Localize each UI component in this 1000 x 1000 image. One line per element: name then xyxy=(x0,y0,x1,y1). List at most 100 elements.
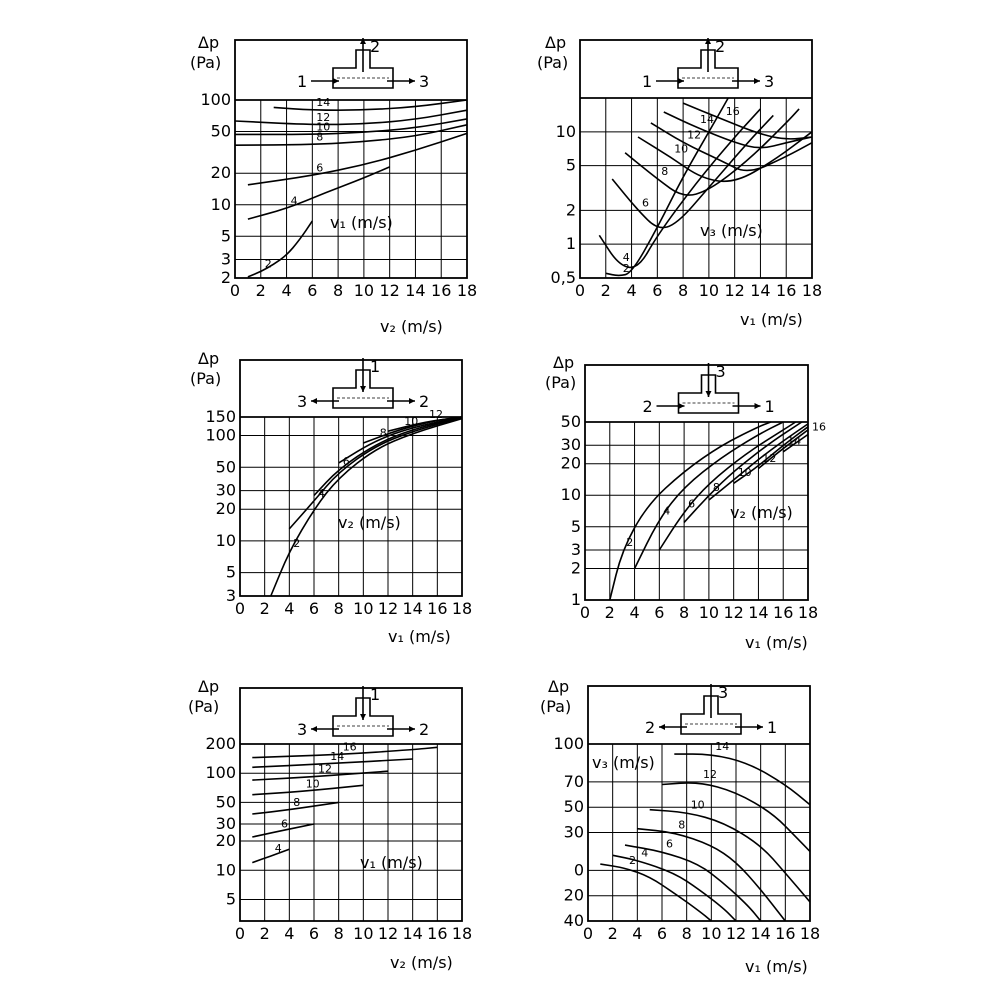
y-tick-label: 50 xyxy=(216,792,236,811)
series-line-6 xyxy=(247,132,468,186)
series-label: 16 xyxy=(343,741,357,754)
y-tick-label: 10 xyxy=(561,485,581,504)
x-tick-label: 12 xyxy=(379,281,399,300)
arrowhead-icon xyxy=(754,403,761,409)
tee-port-right-label: 3 xyxy=(764,72,774,91)
tee-port-right-label: 1 xyxy=(767,718,777,737)
tee-port-branch-label: 3 xyxy=(716,362,726,381)
series-label: 8 xyxy=(661,165,668,178)
series-line-6 xyxy=(624,844,762,922)
tee-fitting-icon xyxy=(332,697,394,737)
tee-port-left-label: 3 xyxy=(297,720,307,739)
series-line-6 xyxy=(252,823,315,838)
x-tick-label: 14 xyxy=(402,599,422,618)
series-line-2 xyxy=(605,97,729,277)
arrowhead-icon xyxy=(360,38,366,44)
x-tick-label: 16 xyxy=(427,599,447,618)
arrowhead-icon xyxy=(705,38,711,44)
series-label: 2 xyxy=(293,537,300,550)
arrowhead-icon xyxy=(705,391,712,397)
y-unit-pa: (Pa) xyxy=(190,53,221,72)
arrowhead-icon xyxy=(409,726,415,732)
tee-port-branch-label: 2 xyxy=(715,37,725,56)
series-line-8 xyxy=(252,801,339,815)
series-line-8 xyxy=(637,827,786,922)
y-unit-pa: (Pa) xyxy=(190,369,221,388)
tee-port-branch-label: 2 xyxy=(370,37,380,56)
series-label: 10 xyxy=(674,143,688,156)
x-axis-label: v₂ (m/s) xyxy=(390,953,453,972)
y-tick-label: 100 xyxy=(200,90,231,109)
series-line-2 xyxy=(247,220,313,278)
series-label: 12 xyxy=(687,129,701,142)
x-tick-label: 2 xyxy=(256,281,266,300)
y-tick-label: 10 xyxy=(211,195,231,214)
series-label: 10 xyxy=(306,777,320,790)
arrowhead-icon xyxy=(311,726,317,732)
x-tick-label: 8 xyxy=(678,281,688,300)
chart-panel-4: Δp (Pa) v₁ (m/s) v₂ (m/s) 0 2 4 6 8 10 12 14 16 1… xyxy=(545,353,826,652)
x-tick-label: 2 xyxy=(601,281,611,300)
series-line-12 xyxy=(234,109,468,126)
y-unit-pa: (Pa) xyxy=(545,373,576,392)
tee-port-left-label: 2 xyxy=(643,397,653,416)
x-tick-label: 10 xyxy=(353,924,373,943)
x-tick-label: 14 xyxy=(750,281,770,300)
series-label: 8 xyxy=(293,796,300,809)
chart-frame xyxy=(239,687,463,922)
x-tick-label: 0 xyxy=(230,281,240,300)
series-line-14 xyxy=(674,753,811,806)
arrowhead-icon xyxy=(678,78,684,84)
x-tick-label: 6 xyxy=(309,599,319,618)
x-tick-label: 0 xyxy=(575,281,585,300)
series-label: 2 xyxy=(629,854,636,867)
y-tick-label: 5 xyxy=(226,563,236,582)
y-tick-label: 10 xyxy=(556,122,576,141)
x-tick-label: 8 xyxy=(334,924,344,943)
y-tick-label: 3 xyxy=(571,540,581,559)
series-line-14 xyxy=(252,758,413,769)
y-tick-label: 30 xyxy=(561,435,581,454)
series-label: 16 xyxy=(726,105,740,118)
y-tick-label: 2 xyxy=(571,558,581,577)
x-tick-label: 0 xyxy=(235,924,245,943)
y-tick-label: 5 xyxy=(221,226,231,245)
tee-port-right-label: 3 xyxy=(419,72,429,91)
x-tick-label: 8 xyxy=(679,603,689,622)
x-tick-label: 8 xyxy=(682,924,692,943)
x-tick-label: 16 xyxy=(773,603,793,622)
series-label: 6 xyxy=(316,162,323,175)
series-line-4 xyxy=(288,416,463,530)
x-tick-label: 4 xyxy=(632,924,642,943)
series-label: 8 xyxy=(713,481,720,494)
series-line-12 xyxy=(650,122,813,172)
x-tick-label: 18 xyxy=(802,281,822,300)
y-tick-label: 100 xyxy=(205,426,236,445)
x-tick-label: 18 xyxy=(457,281,477,300)
tee-port-right-label: 2 xyxy=(419,392,429,411)
series-line-8 xyxy=(683,421,803,523)
y-tick-label: 100 xyxy=(205,763,236,782)
y-unit-symbol: Δp xyxy=(198,677,219,696)
y-tick-label: 50 xyxy=(564,797,584,816)
x-tick-label: 10 xyxy=(354,281,374,300)
series-line-2 xyxy=(609,421,772,601)
y-tick-label: 20 xyxy=(216,831,236,850)
series-line-4 xyxy=(598,108,761,269)
y-tick-label: 5 xyxy=(226,889,236,908)
series-line-14 xyxy=(273,99,468,112)
series-label: 14 xyxy=(316,96,330,109)
param-label: v₁ (m/s) xyxy=(360,853,423,872)
y-unit-symbol: Δp xyxy=(553,353,574,372)
y-tick-label: 10 xyxy=(216,531,236,550)
x-tick-label: 4 xyxy=(281,281,291,300)
y-tick-label: 20 xyxy=(216,499,236,518)
series-label: 4 xyxy=(623,251,630,264)
x-tick-label: 4 xyxy=(626,281,636,300)
chart-panel-1: Δp (Pa) v₂ (m/s) v₁ (m/s) 0 2 4 6 8 10 12 14 16 1… xyxy=(190,33,477,336)
y-tick-label: 2 xyxy=(566,200,576,219)
chart-panel-6: Δp (Pa) v₁ (m/s) v₃ (m/s) 0 2 4 6 8 10 12 14 16 1… xyxy=(540,677,820,976)
series-line-14 xyxy=(663,111,813,149)
series-label: 12 xyxy=(318,763,332,776)
